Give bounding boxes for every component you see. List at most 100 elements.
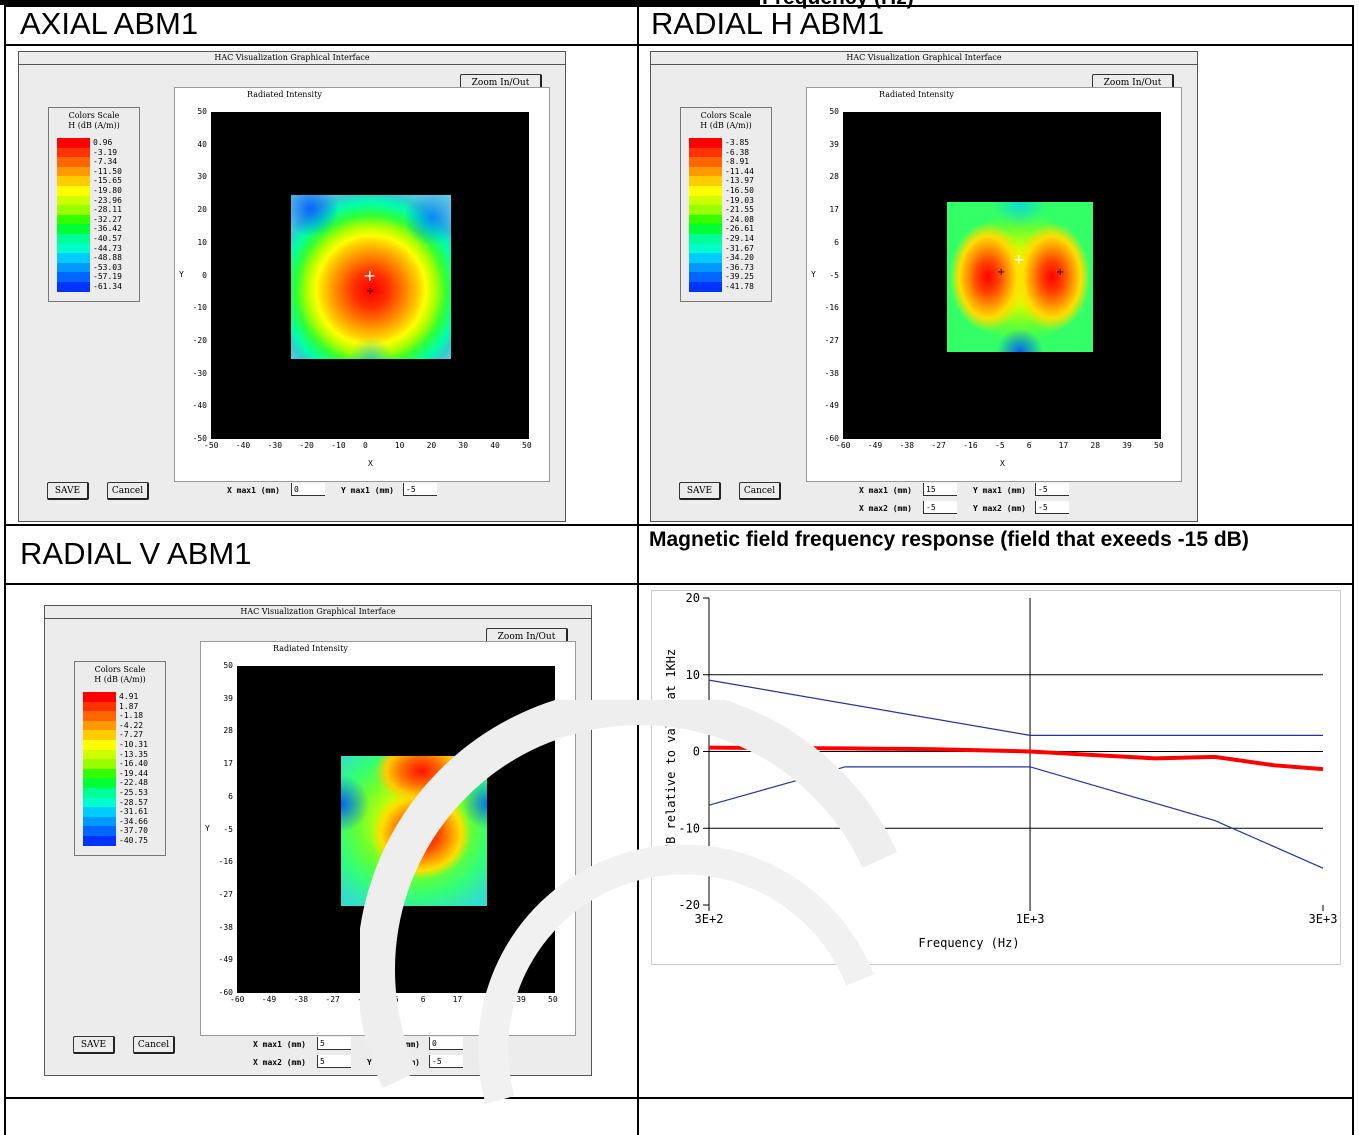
legend-value: -24.08	[725, 214, 754, 224]
legend-swatch	[83, 797, 116, 808]
axial-hac-window: HAC Visualization Graphical Interface Zo…	[18, 51, 566, 522]
max-point-marker: +	[1013, 252, 1025, 268]
y-tick-label: 28	[829, 172, 839, 182]
y-tick-label: -10	[192, 303, 207, 313]
legend-swatch	[689, 157, 722, 168]
y-max1-field[interactable]	[1035, 483, 1069, 496]
radial-h-title: RADIAL H ABM1	[651, 6, 885, 41]
y-tick-label: 40	[197, 139, 207, 149]
x-tick-label: 17	[452, 995, 463, 1004]
legend-value: -19.80	[93, 186, 122, 195]
y-max1-label: Y max1 (mm)	[341, 486, 394, 495]
y-tick-label: 0	[202, 270, 207, 280]
x-max1-label: X max1 (mm)	[253, 1040, 306, 1049]
legend-value: -16.40	[119, 759, 148, 769]
radial-h-hac-window: HAC Visualization Graphical Interface Zo…	[650, 51, 1198, 522]
color-scale-legend: Colors Scale H (dB (A/m)) 4.91 1.87 -1.18 -4…	[74, 661, 166, 856]
window-title: HAC Visualization Graphical Interface	[651, 52, 1197, 65]
x-max1-label: X max1 (mm)	[227, 486, 280, 495]
legend-value: -13.97	[725, 176, 754, 186]
save-button[interactable]: SAVE	[679, 482, 721, 500]
legend-swatch	[83, 788, 116, 798]
cancel-button[interactable]: Cancel	[739, 482, 781, 500]
legend-swatch	[83, 692, 116, 702]
plot-title: Radiated Intensity	[273, 644, 348, 653]
legend-value: -23.96	[93, 195, 122, 205]
y-tick-label: 10	[197, 237, 207, 247]
table-border-left	[4, 5, 6, 1135]
legend-value: -8.91	[725, 157, 750, 167]
x-tick-label: 50	[522, 441, 532, 450]
y-tick-label: 50	[223, 661, 233, 670]
legend-swatch	[57, 166, 90, 177]
legend-value: -44.73	[93, 243, 122, 253]
x-tick-label: -5	[995, 441, 1005, 450]
x-tick-label: 39	[516, 995, 526, 1004]
legend-value: -11.44	[725, 166, 754, 176]
y-tick-label: -5	[223, 824, 233, 834]
legend-swatch	[57, 224, 90, 235]
chart-frame	[651, 590, 1341, 965]
legend-value: -48.88	[93, 253, 122, 263]
y-max2-label: Y max2 (mm)	[973, 504, 1026, 513]
save-button[interactable]: SAVE	[47, 482, 89, 500]
legend-value: -40.57	[93, 234, 122, 243]
legend-title: Colors Scale H (dB (A/m))	[700, 111, 752, 130]
legend-swatch	[689, 166, 722, 177]
legend-swatch	[83, 730, 116, 741]
legend-swatch	[689, 224, 722, 235]
series-limit-line	[708, 679, 1323, 736]
y-max1-field[interactable]	[403, 483, 437, 496]
legend-value: -57.19	[93, 272, 122, 282]
y-tick-label: -27	[218, 889, 233, 899]
legend-title: Colors Scale H (dB (A/m))	[94, 665, 146, 684]
freq-response-chart: 20 10 0 -10 -20 3E+2 1E+3 3E+3 Frequency (Hz) d…	[651, 590, 1341, 965]
y-tick-label: -60	[218, 988, 233, 997]
legend-swatch	[57, 195, 90, 206]
y-max2-field[interactable]	[429, 1055, 463, 1068]
legend-value: -53.03	[93, 262, 122, 272]
x-tick-label: -40	[235, 441, 251, 450]
x-tick-label: 0	[363, 441, 368, 450]
y-tick-label: -5	[829, 270, 839, 280]
y-axis-label: Y	[179, 270, 184, 279]
cancel-button[interactable]: Cancel	[133, 1036, 175, 1054]
x-tick-label: -60	[230, 995, 245, 1004]
plot-area: + +	[211, 112, 529, 439]
y-tick-label: -38	[218, 922, 233, 932]
x-max2-field[interactable]	[923, 501, 957, 514]
legend-swatch	[57, 282, 90, 292]
x-max2-field[interactable]	[317, 1055, 351, 1068]
heatmap-plot: Radiated Intensity + + + 50 39 28 17 6 -5 -16-…	[806, 87, 1182, 482]
cancel-button[interactable]: Cancel	[107, 482, 149, 500]
x-tick-label: -38	[899, 441, 915, 450]
save-button[interactable]: SAVE	[73, 1036, 115, 1054]
legend-value: -6.38	[725, 147, 750, 157]
x-max1-field[interactable]	[923, 483, 957, 496]
x-axis-label: X	[368, 459, 373, 468]
legend-swatch	[689, 282, 722, 292]
legend-value: -21.55	[725, 205, 754, 215]
x-tick-label: 3E+3	[1309, 912, 1338, 926]
legend-swatch	[83, 807, 116, 818]
y-tick-label: -38	[824, 368, 839, 378]
y-max2-field[interactable]	[1035, 501, 1069, 514]
legend-value: -7.27	[119, 730, 144, 740]
legend-value: -19.03	[725, 195, 754, 205]
legend-swatch	[689, 195, 722, 206]
legend-swatch	[57, 262, 90, 273]
x-max1-field[interactable]	[317, 1037, 351, 1050]
legend-swatch	[689, 138, 722, 148]
x-tick-label: -16	[963, 441, 978, 450]
x-max1-field[interactable]	[291, 483, 325, 496]
table-border-middle	[637, 5, 639, 1135]
legend-value: -26.61	[725, 224, 754, 234]
y-max1-field[interactable]	[429, 1037, 463, 1050]
legend-title: Colors Scale H (dB (A/m))	[68, 111, 120, 130]
legend-swatch	[57, 205, 90, 216]
legend-value: -28.57	[119, 797, 148, 807]
x-tick-label: -60	[836, 441, 851, 450]
y-tick-label: 6	[834, 237, 839, 247]
y-tick-label: 39	[223, 693, 233, 703]
plot-area: + + +	[843, 112, 1161, 439]
